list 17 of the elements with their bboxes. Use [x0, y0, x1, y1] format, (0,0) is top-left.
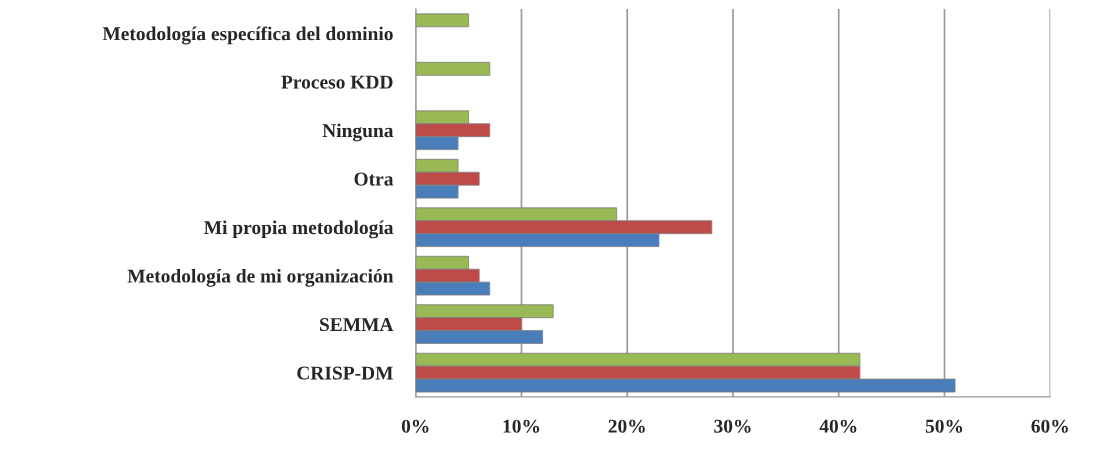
y-tick-label: Proceso KDD	[281, 75, 393, 89]
x-tick-label: 30%	[714, 419, 751, 433]
y-tick-label: Otra	[354, 172, 394, 186]
x-tick-label: 20%	[608, 419, 645, 433]
y-tick-label: Metodología específica del dominio	[102, 26, 393, 45]
x-tick-label: 50%	[925, 419, 963, 433]
y-tick-label: Metodología de mi organización	[127, 268, 394, 287]
x-tick-label: 0%	[401, 419, 429, 433]
bar	[415, 13, 470, 28]
x-tick-label: 40%	[819, 419, 857, 433]
x-tick-label: 10%	[503, 419, 540, 433]
y-tick-label: Mi propia metodología	[204, 220, 394, 239]
bar	[415, 61, 491, 76]
y-tick-label: Ninguna	[322, 123, 394, 142]
y-tick-label: SEMMA	[320, 318, 394, 332]
y-tick-label: CRISP-DM	[297, 366, 393, 380]
x-tick-label: 60%	[1031, 419, 1068, 433]
